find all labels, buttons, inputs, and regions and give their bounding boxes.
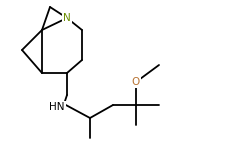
Text: HN: HN (49, 102, 65, 112)
Text: O: O (132, 77, 140, 87)
Text: N: N (63, 13, 71, 23)
